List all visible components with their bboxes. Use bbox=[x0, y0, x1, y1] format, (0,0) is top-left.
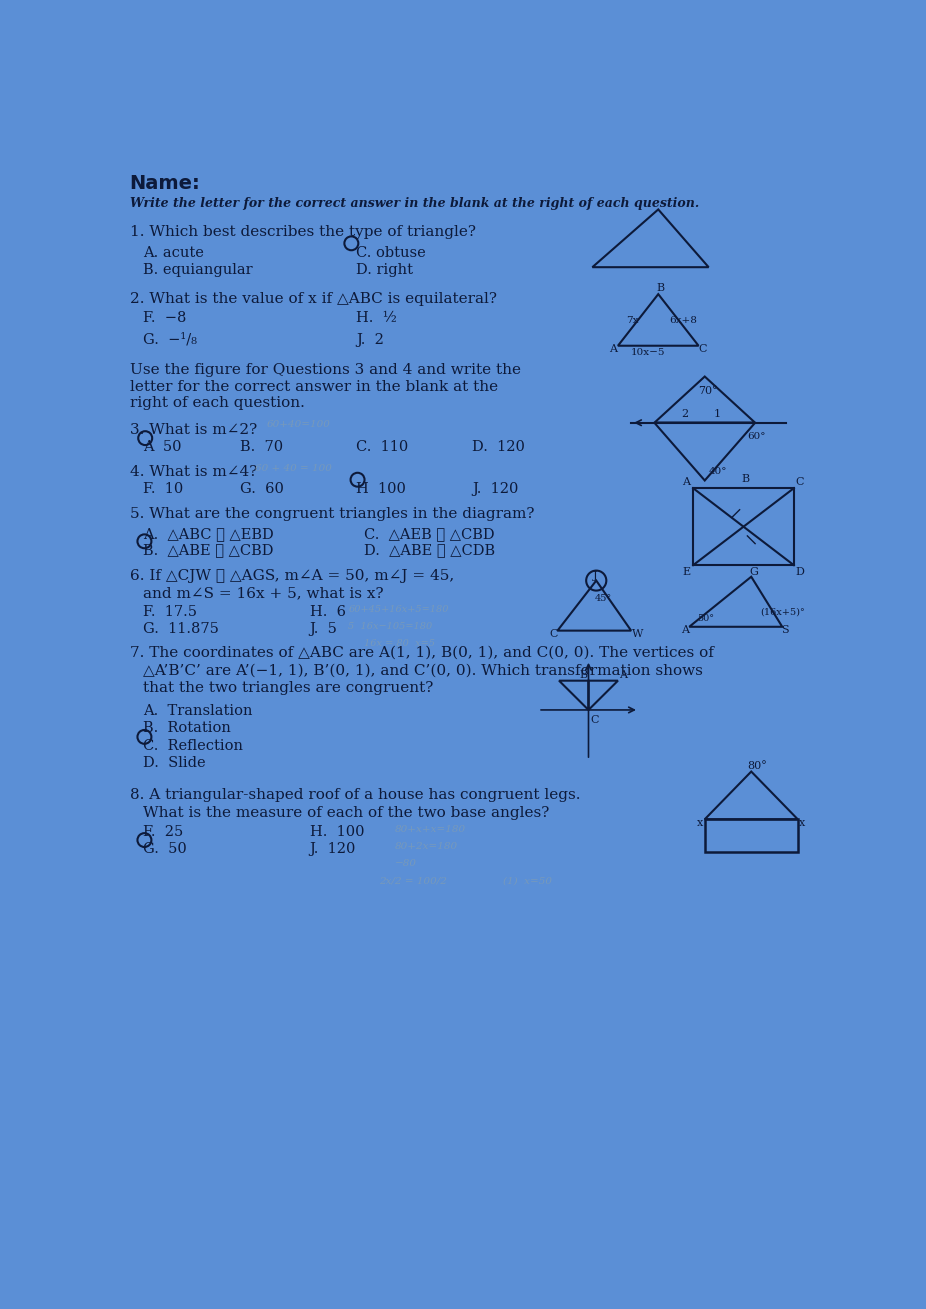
Text: A: A bbox=[682, 478, 690, 487]
Text: S: S bbox=[781, 626, 788, 635]
Text: J.  120: J. 120 bbox=[472, 482, 519, 496]
Text: A: A bbox=[608, 344, 617, 355]
Text: (16x+5)°: (16x+5)° bbox=[760, 607, 806, 617]
Text: B. equiangular: B. equiangular bbox=[143, 263, 253, 278]
Text: B.  △ABE ≅ △CBD: B. △ABE ≅ △CBD bbox=[143, 543, 273, 558]
Text: 80+x+x=180: 80+x+x=180 bbox=[394, 826, 466, 834]
Text: G: G bbox=[750, 568, 758, 577]
Text: J.  2: J. 2 bbox=[356, 332, 384, 347]
Text: G.  11.875: G. 11.875 bbox=[143, 622, 219, 636]
Text: 40°: 40° bbox=[708, 466, 727, 475]
Text: 80+2x=180: 80+2x=180 bbox=[394, 843, 457, 851]
Text: J.  120: J. 120 bbox=[309, 843, 356, 856]
Text: 2x/2 = 100/2: 2x/2 = 100/2 bbox=[380, 876, 447, 885]
Text: C.  110: C. 110 bbox=[356, 440, 408, 454]
Text: F.  10: F. 10 bbox=[143, 482, 183, 496]
Text: 6x+8: 6x+8 bbox=[669, 315, 697, 325]
Text: −80: −80 bbox=[394, 859, 417, 868]
Text: 60+45+16x+5=180: 60+45+16x+5=180 bbox=[348, 605, 449, 614]
Text: 10x−5: 10x−5 bbox=[632, 348, 666, 357]
Text: D.  △ABE ≅ △CDB: D. △ABE ≅ △CDB bbox=[364, 543, 494, 558]
Text: Name:: Name: bbox=[130, 174, 200, 192]
Text: A: A bbox=[682, 626, 690, 635]
Text: E: E bbox=[682, 567, 691, 577]
Text: 7. The coordinates of △ABC are A(1, 1), B(0, 1), and C(0, 0). The vertices of: 7. The coordinates of △ABC are A(1, 1), … bbox=[130, 647, 714, 660]
Text: G.  50: G. 50 bbox=[143, 843, 187, 856]
Text: 4. What is m∠4?: 4. What is m∠4? bbox=[130, 465, 257, 479]
Text: 2: 2 bbox=[682, 408, 689, 419]
Text: C: C bbox=[698, 344, 707, 355]
Text: J: J bbox=[593, 571, 597, 581]
Text: D. right: D. right bbox=[356, 263, 413, 278]
Text: B: B bbox=[741, 474, 749, 484]
Text: (1)  x=50: (1) x=50 bbox=[503, 876, 552, 885]
Text: D.  120: D. 120 bbox=[472, 440, 525, 454]
Text: B.  70: B. 70 bbox=[240, 440, 282, 454]
Text: Write the letter for the correct answer in the blank at the right of each questi: Write the letter for the correct answer … bbox=[130, 198, 699, 211]
Text: 3. What is m∠2?: 3. What is m∠2? bbox=[130, 423, 257, 437]
Text: C.  △AEB ≅ △CBD: C. △AEB ≅ △CBD bbox=[364, 526, 494, 541]
Text: 70°: 70° bbox=[698, 386, 719, 395]
Text: 6. If △CJW ≅ △AGS, m∠A = 50, m∠J = 45,: 6. If △CJW ≅ △AGS, m∠A = 50, m∠J = 45, bbox=[130, 569, 454, 583]
Text: 2. What is the value of x if △ABC is equilateral?: 2. What is the value of x if △ABC is equ… bbox=[130, 292, 496, 306]
Text: F.  25: F. 25 bbox=[143, 826, 183, 839]
Text: 7x: 7x bbox=[626, 315, 638, 325]
Text: F.  17.5: F. 17.5 bbox=[143, 605, 197, 619]
Text: x: x bbox=[799, 818, 806, 827]
Text: A. acute: A. acute bbox=[143, 246, 204, 259]
Text: 60+40=100: 60+40=100 bbox=[267, 420, 331, 429]
Text: F.  −8: F. −8 bbox=[143, 312, 186, 325]
Text: H.  6: H. 6 bbox=[309, 605, 345, 619]
Text: J.  5: J. 5 bbox=[309, 622, 337, 636]
Text: H.  100: H. 100 bbox=[309, 826, 364, 839]
Text: A  50: A 50 bbox=[143, 440, 181, 454]
Text: 80°: 80° bbox=[747, 761, 767, 771]
Text: G.  60: G. 60 bbox=[240, 482, 283, 496]
Text: 5. What are the congruent triangles in the diagram?: 5. What are the congruent triangles in t… bbox=[130, 508, 534, 521]
Text: C.  Reflection: C. Reflection bbox=[143, 740, 243, 753]
Text: D.  Slide: D. Slide bbox=[143, 757, 206, 770]
Text: 1: 1 bbox=[714, 408, 721, 419]
Text: H  100: H 100 bbox=[356, 482, 406, 496]
Text: △A’B’C’ are A’(−1, 1), B’(0, 1), and C’(0, 0). Which transformation shows: △A’B’C’ are A’(−1, 1), B’(0, 1), and C’(… bbox=[143, 664, 703, 678]
Text: H.  ½: H. ½ bbox=[356, 312, 396, 325]
Text: Use the figure for Questions 3 and 4 and write the
letter for the correct answer: Use the figure for Questions 3 and 4 and… bbox=[130, 364, 520, 410]
Text: B: B bbox=[656, 283, 664, 293]
Text: A.  Translation: A. Translation bbox=[143, 704, 253, 717]
Text: x: x bbox=[697, 818, 703, 827]
Text: C: C bbox=[795, 478, 804, 487]
Text: 50°: 50° bbox=[697, 614, 714, 623]
Text: and m∠S = 16x + 5, what is x?: and m∠S = 16x + 5, what is x? bbox=[143, 586, 383, 601]
Text: 60 + 40 = 100: 60 + 40 = 100 bbox=[256, 463, 332, 473]
Text: C: C bbox=[550, 630, 558, 639]
Text: that the two triangles are congruent?: that the two triangles are congruent? bbox=[143, 681, 433, 695]
Text: B: B bbox=[579, 670, 587, 679]
Text: 45°: 45° bbox=[594, 594, 612, 603]
Text: G.  −¹/₈: G. −¹/₈ bbox=[143, 332, 197, 347]
Text: A: A bbox=[619, 670, 628, 679]
Text: 1. Which best describes the type of triangle?: 1. Which best describes the type of tria… bbox=[130, 225, 476, 238]
Text: A.  △ABC ≅ △EBD: A. △ABC ≅ △EBD bbox=[143, 526, 273, 541]
Text: C. obtuse: C. obtuse bbox=[356, 246, 426, 259]
Text: 8. A triangular-shaped roof of a house has congruent legs.: 8. A triangular-shaped roof of a house h… bbox=[130, 788, 581, 802]
Text: D: D bbox=[795, 567, 805, 577]
Text: What is the measure of each of the two base angles?: What is the measure of each of the two b… bbox=[143, 806, 549, 821]
Text: B.  Rotation: B. Rotation bbox=[143, 721, 231, 736]
Text: 5  16x−105=180: 5 16x−105=180 bbox=[348, 622, 432, 631]
Text: 60°: 60° bbox=[747, 432, 766, 441]
Text: W: W bbox=[632, 630, 644, 639]
Text: 16x = 80  x=5: 16x = 80 x=5 bbox=[364, 639, 434, 648]
Bar bbox=[705, 819, 798, 852]
Text: C: C bbox=[591, 715, 599, 725]
